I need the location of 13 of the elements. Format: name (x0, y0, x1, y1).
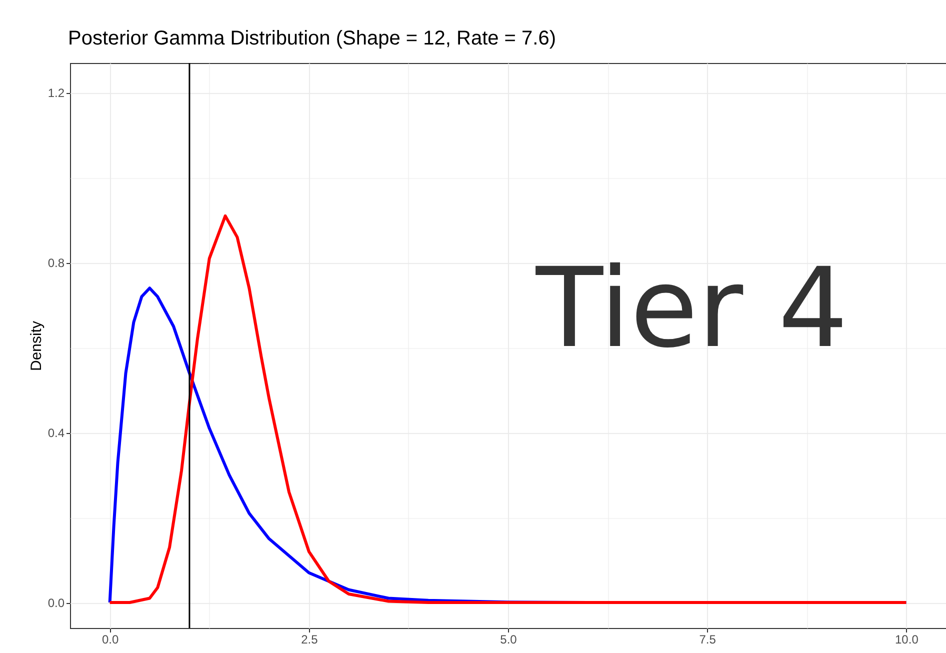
y-tick-label: 0.4 (48, 426, 65, 440)
y-tick-label: 1.2 (48, 86, 65, 100)
x-tick-label: 5.0 (500, 632, 518, 646)
annotation: Tier 4 (534, 244, 848, 372)
x-tick-label: 0.0 (102, 632, 119, 646)
y-tick-label: 0.8 (48, 256, 65, 270)
x-tick-label: 2.5 (301, 632, 318, 646)
x-tick-label: 10.0 (895, 632, 919, 646)
y-axis-title: Density (28, 320, 45, 372)
y-tick-label: 0.0 (48, 596, 65, 610)
line-series (108, 214, 908, 604)
chart-title: Posterior Gamma Distribution (Shape = 12, Rate = 7.6) (68, 27, 556, 50)
x-tick-label: 7.5 (699, 632, 716, 646)
